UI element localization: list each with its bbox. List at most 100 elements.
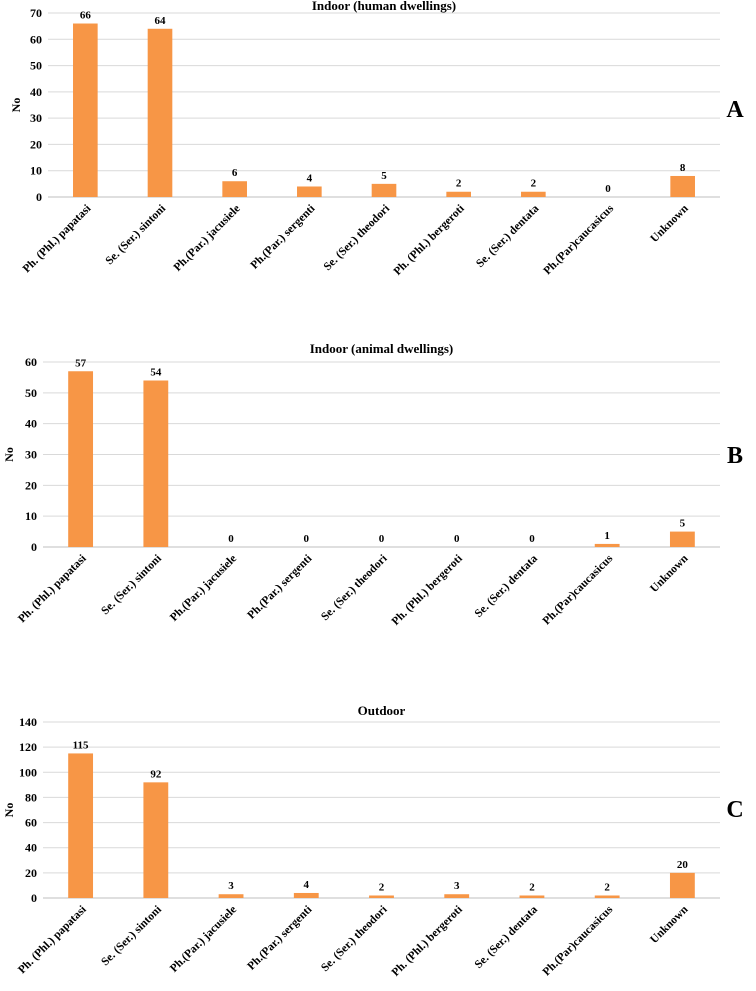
data-label: 3 bbox=[454, 880, 460, 892]
y-tick-label: 30 bbox=[30, 111, 42, 125]
bar bbox=[669, 872, 695, 898]
x-tick-label: Se. (Ser.) dentata bbox=[474, 202, 542, 270]
data-label: 0 bbox=[529, 533, 535, 545]
x-tick-label: Ph.(Par)caucasicus bbox=[541, 552, 616, 627]
panel-label: A bbox=[726, 97, 744, 123]
x-tick-label: Se. (Ser.) sintoni bbox=[99, 903, 164, 968]
x-tick-label: Ph. (Phl.) papatasi bbox=[16, 552, 89, 625]
x-tick-label: Ph. (Phl.) bergeroti bbox=[392, 202, 468, 278]
panel-label: B bbox=[727, 443, 743, 469]
x-tick-label: Se. (Ser.) theodori bbox=[319, 552, 390, 623]
x-tick-label: Ph. (Phl.) papatasi bbox=[21, 202, 94, 275]
data-label: 0 bbox=[379, 533, 385, 545]
data-label: 6 bbox=[232, 167, 238, 179]
y-tick-label: 60 bbox=[25, 355, 37, 369]
bar bbox=[594, 543, 620, 547]
x-tick-label: Ph. (Phl.) bergeroti bbox=[390, 903, 466, 979]
bar bbox=[147, 28, 173, 198]
x-tick-label: Ph.(Par.) jacusiele bbox=[168, 904, 239, 975]
data-label: 0 bbox=[605, 183, 611, 195]
y-tick-label: 40 bbox=[25, 417, 37, 431]
data-label: 66 bbox=[80, 10, 92, 22]
data-label: 54 bbox=[150, 367, 162, 379]
x-tick-label: Se. (Ser.) sintoni bbox=[103, 202, 168, 267]
x-tick-label: Se. (Ser.) sintoni bbox=[99, 552, 164, 617]
chart-title: Indoor (animal dwellings) bbox=[310, 341, 454, 356]
y-tick-label: 100 bbox=[19, 765, 37, 779]
chart-panel-a: Indoor (human dwellings)010203040506070N… bbox=[9, 0, 744, 278]
bar bbox=[669, 531, 695, 547]
bar bbox=[143, 380, 169, 547]
y-tick-label: 70 bbox=[30, 6, 42, 20]
data-label: 4 bbox=[307, 172, 313, 184]
bar bbox=[68, 753, 94, 898]
x-tick-label: Ph.(Par)caucasicus bbox=[541, 202, 616, 277]
data-label: 5 bbox=[381, 170, 387, 182]
x-tick-label: Ph. (Phl.) bergeroti bbox=[390, 552, 466, 628]
y-tick-label: 80 bbox=[25, 790, 37, 804]
panel-label: C bbox=[726, 797, 743, 823]
data-label: 8 bbox=[680, 162, 686, 174]
x-tick-label: Se. (Ser.) dentata bbox=[473, 552, 541, 620]
bar bbox=[73, 23, 98, 198]
data-label: 2 bbox=[604, 881, 610, 893]
x-tick-label: Ph. (Phl.) papatasi bbox=[16, 903, 89, 976]
data-label: 5 bbox=[680, 518, 686, 530]
data-label: 0 bbox=[228, 533, 234, 545]
data-label: 3 bbox=[228, 880, 234, 892]
x-tick-label: Unknown bbox=[648, 552, 691, 595]
data-label: 20 bbox=[677, 859, 689, 871]
chart-title: Indoor (human dwellings) bbox=[312, 0, 456, 13]
x-tick-label: Ph.(Par.) jacusiele bbox=[168, 553, 239, 624]
data-label: 0 bbox=[304, 533, 310, 545]
y-tick-label: 0 bbox=[36, 190, 42, 204]
x-tick-label: Ph.(Par.) sergenti bbox=[249, 202, 319, 272]
y-tick-label: 60 bbox=[30, 32, 42, 46]
y-tick-label: 60 bbox=[25, 816, 37, 830]
data-label: 2 bbox=[531, 178, 537, 190]
bar bbox=[297, 186, 322, 197]
y-tick-label: 50 bbox=[30, 59, 42, 73]
data-label: 0 bbox=[454, 533, 460, 545]
data-label: 1 bbox=[604, 530, 610, 542]
bar bbox=[371, 183, 397, 197]
y-tick-label: 140 bbox=[19, 715, 37, 729]
x-tick-label: Ph.(Par.) sergenti bbox=[245, 903, 315, 973]
y-axis-label: No bbox=[9, 98, 23, 113]
x-tick-label: Ph.(Par.) sergenti bbox=[245, 552, 315, 622]
y-axis-label: No bbox=[2, 447, 16, 462]
y-tick-label: 10 bbox=[30, 164, 42, 178]
data-label: 2 bbox=[529, 881, 535, 893]
chart-panel-b: Indoor (animal dwellings)0102030405060No… bbox=[2, 341, 743, 628]
x-tick-label: Unknown bbox=[648, 903, 691, 946]
chart-title: Outdoor bbox=[358, 703, 406, 718]
x-tick-label: Ph.(Par)caucasicus bbox=[541, 903, 616, 978]
y-tick-label: 10 bbox=[25, 509, 37, 523]
data-label: 92 bbox=[150, 768, 162, 780]
bar bbox=[670, 175, 695, 197]
bar bbox=[222, 181, 247, 197]
bar bbox=[143, 782, 169, 898]
data-label: 57 bbox=[75, 357, 87, 369]
bar bbox=[369, 895, 394, 898]
x-tick-label: Se. (Ser.) theodori bbox=[322, 202, 393, 273]
x-tick-label: Unknown bbox=[648, 202, 691, 245]
bar bbox=[521, 191, 546, 197]
bar bbox=[444, 894, 470, 898]
bar bbox=[594, 895, 620, 898]
data-label: 2 bbox=[456, 178, 462, 190]
x-tick-label: Se. (Ser.) theodori bbox=[319, 903, 390, 974]
chart-panel-c: Outdoor 0 20 40 60 80 100 120 140 No 115 Ph. (Phl.)… bbox=[2, 703, 744, 979]
y-tick-label: 20 bbox=[25, 478, 37, 492]
x-tick-label: Se. (Ser.) dentata bbox=[473, 903, 541, 971]
bar bbox=[68, 371, 94, 547]
y-tick-label: 30 bbox=[25, 448, 37, 462]
data-label: 4 bbox=[304, 879, 310, 891]
bar bbox=[519, 895, 545, 898]
bar bbox=[446, 191, 471, 197]
data-label: 115 bbox=[73, 739, 89, 751]
bar bbox=[218, 894, 244, 898]
data-label: 64 bbox=[155, 15, 167, 27]
y-tick-label: 120 bbox=[19, 740, 37, 754]
